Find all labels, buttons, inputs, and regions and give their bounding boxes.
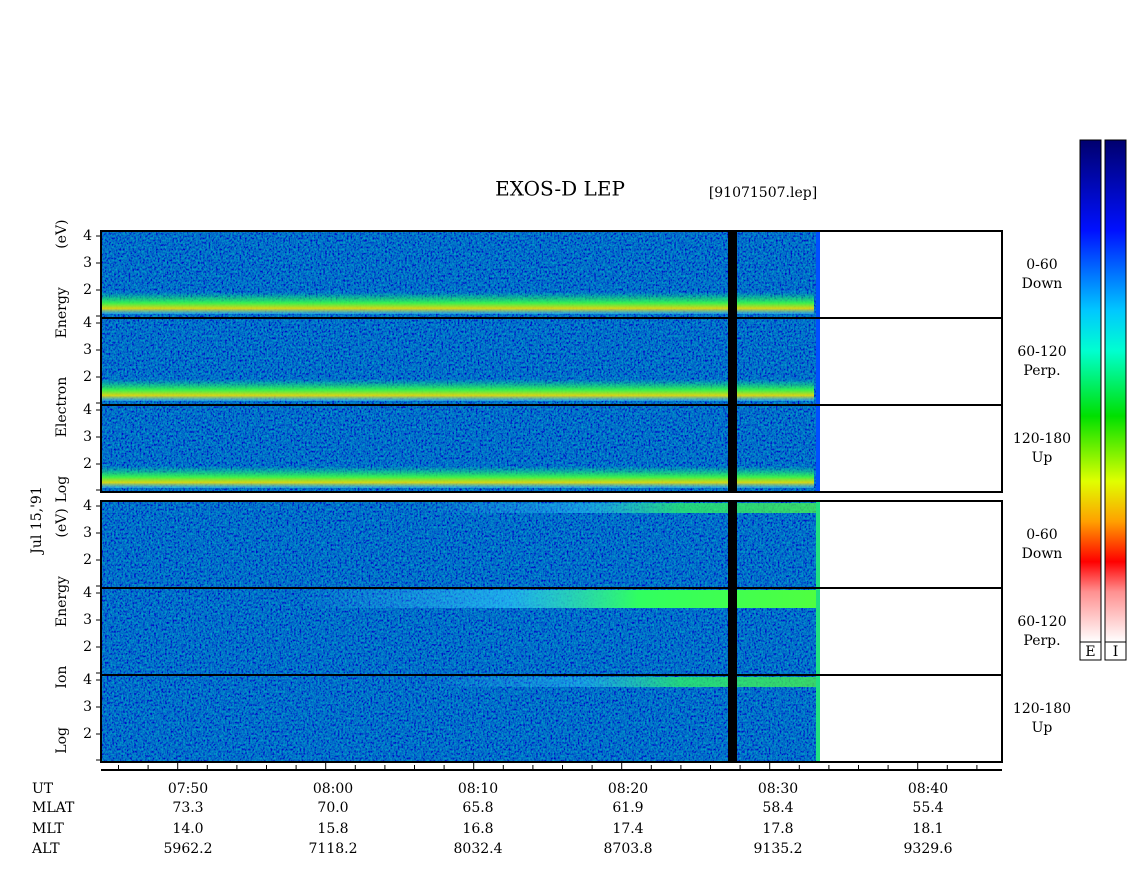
- y-tick-label: 3: [83, 699, 92, 715]
- y-tick-label: 4: [83, 315, 92, 331]
- y-tick-label: 4: [83, 585, 92, 601]
- ephemeris-value: 17.4: [612, 821, 643, 837]
- y-tick-label: 2: [83, 369, 92, 385]
- ephemeris-label: MLT: [32, 821, 64, 837]
- panel-direction: Perp.: [1023, 363, 1060, 379]
- ephemeris-value: 08:40: [908, 781, 948, 797]
- edge-strip: [816, 318, 820, 405]
- panel-angle: 0-60: [1026, 257, 1057, 273]
- ephemeris-value: 07:50: [168, 781, 208, 797]
- y-tick-label: 4: [83, 402, 92, 418]
- ephemeris-value: 65.8: [462, 800, 493, 816]
- panel-angle: 0-60: [1026, 527, 1057, 543]
- panel-angle: 60-120: [1017, 344, 1066, 360]
- colorbar-label: E: [1085, 644, 1095, 660]
- title: EXOS-D LEP: [495, 177, 625, 201]
- y-tick-label: 4: [83, 228, 92, 244]
- y-tick-label: 2: [83, 456, 92, 472]
- ephemeris-value: 17.8: [762, 821, 793, 837]
- ephemeris-value: 9329.6: [904, 841, 953, 857]
- edge-strip: [816, 231, 820, 318]
- panel-angle: 120-180: [1013, 701, 1071, 717]
- edge-strip: [816, 588, 820, 675]
- ion-band: [421, 677, 820, 687]
- edge-strip: [816, 675, 820, 762]
- data-gap: [728, 318, 737, 405]
- ephemeris-value: 8703.8: [604, 841, 653, 857]
- ion-band: [301, 590, 820, 608]
- ephemeris-value: 55.4: [912, 800, 943, 816]
- panel-direction: Up: [1032, 720, 1053, 736]
- panel-direction: Down: [1022, 546, 1063, 562]
- ephemeris-value: 15.8: [317, 821, 348, 837]
- y-tick-label: 2: [83, 639, 92, 655]
- panel-frame: [100, 674, 1003, 763]
- colorbar: [1104, 139, 1127, 643]
- file-name: [91071507.lep]: [709, 185, 817, 201]
- ephemeris-value: 18.1: [912, 821, 943, 837]
- electron-band: [101, 379, 814, 401]
- ephemeris-value: 08:30: [758, 781, 798, 797]
- y-tick-label: 3: [83, 429, 92, 445]
- edge-strip: [816, 405, 820, 492]
- colorbar: [1079, 139, 1102, 643]
- ephemeris-value: 8032.4: [454, 841, 503, 857]
- spectrogram-noise: [101, 501, 820, 588]
- ephemeris-value: 58.4: [762, 800, 793, 816]
- y-axis-label: Log Electron Energy (eV): [54, 219, 70, 502]
- colorbar-label: I: [1113, 644, 1119, 660]
- y-axis-label: Log Ion Energy (eV): [54, 508, 70, 753]
- ephemeris-value: 61.9: [612, 800, 643, 816]
- ephemeris-label: MLAT: [32, 800, 75, 816]
- y-tick-label: 2: [83, 282, 92, 298]
- panel-direction: Up: [1032, 450, 1053, 466]
- y-tick-label: 2: [83, 552, 92, 568]
- y-tick-label: 3: [83, 525, 92, 541]
- panel-angle: 120-180: [1013, 431, 1071, 447]
- data-gap: [728, 588, 737, 675]
- ephemeris-value: 08:00: [313, 781, 353, 797]
- colorbar-label-box: [1079, 641, 1102, 661]
- ephemeris-label: ALT: [31, 841, 60, 857]
- ion-band: [421, 503, 820, 513]
- ephemeris-label: UT: [32, 781, 54, 797]
- ephemeris-value: 08:10: [458, 781, 498, 797]
- ephemeris-value: 16.8: [462, 821, 493, 837]
- data-gap: [728, 405, 737, 492]
- data-gap: [728, 231, 737, 318]
- ephemeris-value: 5962.2: [164, 841, 213, 857]
- panel-frame: [100, 404, 1003, 493]
- colorbar-label-box: [1104, 641, 1127, 661]
- ephemeris-value: 73.3: [172, 800, 203, 816]
- electron-band: [101, 292, 814, 314]
- ephemeris-value: 7118.2: [309, 841, 358, 857]
- panel-angle: 60-120: [1017, 614, 1066, 630]
- panel-direction: Down: [1022, 276, 1063, 292]
- y-tick-label: 3: [83, 612, 92, 628]
- y-tick-label: 4: [83, 498, 92, 514]
- panel-direction: Perp.: [1023, 633, 1060, 649]
- ephemeris-value: 14.0: [172, 821, 203, 837]
- ephemeris-value: 70.0: [317, 800, 348, 816]
- data-gap: [728, 501, 737, 588]
- electron-band: [101, 466, 814, 488]
- data-gap: [728, 675, 737, 762]
- ephemeris-value: 08:20: [608, 781, 648, 797]
- edge-strip: [816, 501, 820, 588]
- date: Jul 15,'91: [29, 486, 45, 555]
- spectrogram-noise: [101, 675, 820, 762]
- y-tick-label: 3: [83, 342, 92, 358]
- ephemeris-value: 9135.2: [754, 841, 803, 857]
- y-tick-label: 4: [83, 672, 92, 688]
- y-tick-label: 2: [83, 726, 92, 742]
- y-tick-label: 3: [83, 255, 92, 271]
